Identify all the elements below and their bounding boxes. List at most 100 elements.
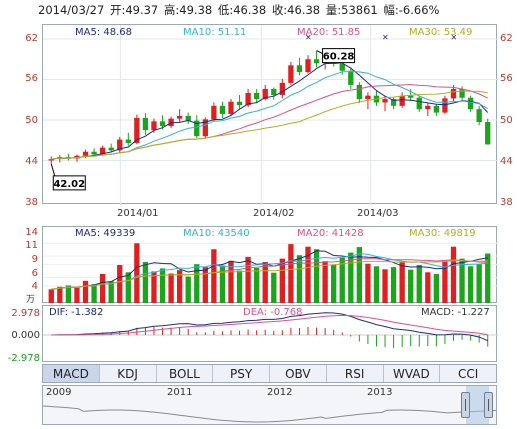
quote-change: 幅:-6.66% bbox=[383, 3, 440, 17]
volume-panel[interactable]: MA5: 49339 MA10: 43540 MA20: 41428 MA30:… bbox=[42, 226, 498, 303]
event-marker: ✕ bbox=[450, 33, 457, 42]
candle-body bbox=[382, 99, 388, 103]
candle-body bbox=[228, 101, 234, 114]
candle-body bbox=[467, 97, 474, 110]
candle-body bbox=[433, 105, 440, 113]
volume-bar bbox=[254, 268, 260, 303]
candle-body bbox=[108, 147, 114, 151]
candle-body bbox=[151, 121, 157, 131]
volume-bar bbox=[390, 267, 397, 303]
volume-bar bbox=[228, 260, 234, 303]
candle-body bbox=[348, 70, 354, 85]
volume-bar bbox=[202, 267, 208, 303]
vol-ma10-legend: MA10: 43540 bbox=[183, 228, 250, 239]
volume-bar bbox=[82, 280, 89, 303]
candle-body bbox=[365, 95, 371, 100]
volume-bar bbox=[151, 271, 157, 303]
candle-body bbox=[236, 101, 243, 106]
vol-y-tick: 4 bbox=[31, 281, 38, 292]
candle-body bbox=[134, 117, 140, 143]
dif-line bbox=[51, 312, 488, 342]
vol-ma5-legend: MA5: 49339 bbox=[75, 228, 136, 239]
kline-chart: 60.28 42.02 ✕ ✕ ✕ bbox=[43, 25, 498, 205]
vol-ma30-line bbox=[51, 260, 488, 290]
quote-volume: 量:53861 bbox=[325, 3, 378, 17]
high-label-box bbox=[322, 48, 356, 64]
range-navigator[interactable]: 2009 2011 2012 2013 bbox=[42, 385, 497, 425]
main-y-tick-left: 56 bbox=[25, 73, 38, 84]
volume-bar bbox=[262, 262, 268, 303]
tab-macd[interactable]: MACD bbox=[43, 365, 100, 382]
navigator-price-line bbox=[43, 405, 496, 423]
macd-chart bbox=[43, 312, 498, 349]
kline-panel[interactable]: 60.28 42.02 ✕ ✕ ✕ MA5: 48.68 MA10: 51.11 MA2… bbox=[42, 24, 498, 205]
candle-body bbox=[416, 97, 422, 110]
tab-cci[interactable]: CCI bbox=[457, 366, 479, 381]
low-label: 42.02 bbox=[53, 179, 85, 190]
volume-bar bbox=[322, 261, 328, 303]
quote-header: 2014/03/27 开:49.37 高:49.38 低:46.38 收:46.… bbox=[38, 2, 517, 18]
volume-bar bbox=[108, 281, 114, 303]
volume-bar bbox=[425, 272, 431, 303]
candle-body bbox=[142, 117, 149, 131]
range-handle-left[interactable] bbox=[461, 392, 470, 418]
candle-body bbox=[219, 105, 226, 114]
volume-bar bbox=[91, 284, 97, 303]
vol-ma5-line bbox=[51, 250, 488, 290]
tab-wvad[interactable]: WVAD bbox=[384, 365, 441, 382]
quote-open: 开:49.37 bbox=[109, 3, 159, 17]
main-ma20-legend: MA20: 51.85 bbox=[297, 27, 361, 38]
candle-body bbox=[356, 84, 363, 100]
main-y-tick-left: 50 bbox=[25, 115, 38, 126]
candle-body bbox=[399, 95, 405, 106]
vol-y-tick: 6 bbox=[31, 268, 38, 279]
vol-ma20-legend: MA20: 41428 bbox=[297, 228, 364, 239]
volume-bar bbox=[459, 258, 465, 303]
vol-ma20-line bbox=[51, 258, 488, 290]
volume-chart bbox=[43, 242, 498, 303]
candle-body bbox=[125, 139, 131, 143]
volume-bar bbox=[159, 268, 166, 303]
tab-boll[interactable]: BOLL bbox=[157, 365, 214, 382]
candle-body bbox=[408, 95, 414, 98]
candle-body bbox=[194, 120, 200, 137]
main-y-tick-right: 38 bbox=[500, 197, 513, 208]
candle-body bbox=[117, 139, 123, 151]
volume-bar bbox=[185, 276, 191, 303]
main-ma10-legend: MA10: 51.11 bbox=[183, 27, 247, 38]
range-handle-right[interactable] bbox=[484, 392, 493, 418]
macd-value-legend: MACD: -1.227 bbox=[421, 307, 490, 318]
candle-body bbox=[254, 93, 260, 100]
candle-body bbox=[425, 105, 431, 110]
volume-bar bbox=[450, 246, 457, 303]
candle-body bbox=[390, 99, 397, 106]
volume-bar bbox=[356, 247, 363, 303]
volume-bar bbox=[467, 266, 474, 303]
volume-bar bbox=[57, 286, 63, 303]
tab-kdj[interactable]: KDJ bbox=[100, 365, 157, 382]
tab-obv[interactable]: OBV bbox=[270, 365, 327, 382]
tab-psy[interactable]: PSY bbox=[213, 365, 270, 382]
event-marker: ✕ bbox=[382, 33, 389, 42]
main-y-tick-right: 56 bbox=[500, 73, 513, 84]
candle-body bbox=[288, 65, 294, 83]
ma10-line bbox=[51, 70, 488, 160]
tab-rsi[interactable]: RSI bbox=[327, 365, 384, 382]
candle-body bbox=[459, 88, 465, 98]
x-tick-jan: 2014/01 bbox=[117, 208, 159, 219]
volume-bar bbox=[296, 255, 303, 303]
volume-bar bbox=[125, 272, 131, 303]
volume-bar bbox=[142, 262, 149, 303]
main-y-tick-left: 38 bbox=[25, 197, 38, 208]
volume-bar bbox=[134, 243, 140, 303]
volume-bar bbox=[348, 252, 354, 303]
candle-body bbox=[185, 115, 191, 121]
macd-panel[interactable]: DIF: -1.382 DEA: -0.768 MACD: -1.227 bbox=[42, 305, 498, 362]
volume-bar bbox=[433, 273, 440, 303]
low-label-box bbox=[52, 175, 86, 191]
vol-ma30-legend: MA30: 49819 bbox=[409, 228, 476, 239]
nav-year-label: 2013 bbox=[367, 387, 393, 398]
volume-bar bbox=[74, 287, 80, 303]
candle-body bbox=[450, 88, 457, 99]
macd-y-tick: 2.978 bbox=[11, 308, 40, 319]
